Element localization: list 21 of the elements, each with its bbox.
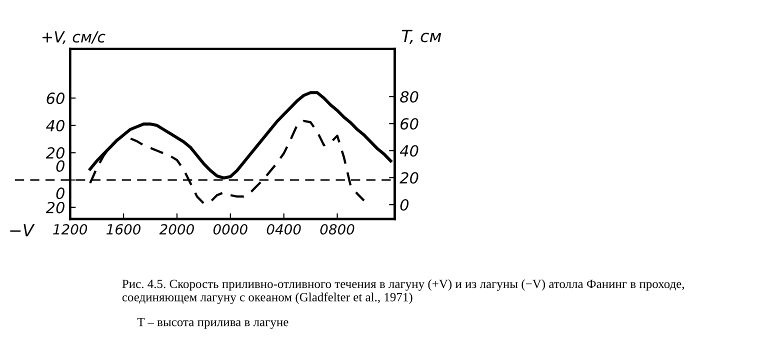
y-tick-label: 0 0 xyxy=(56,160,64,200)
x-tick-label: 1600 xyxy=(106,224,141,235)
y2-tick-label: 20 xyxy=(400,172,418,184)
y-tick-label: 20 xyxy=(46,202,64,214)
y-tick-label: 20 xyxy=(46,147,64,159)
y-tick-label: 40 xyxy=(46,120,64,132)
y2-tick-label: 60 xyxy=(400,118,418,130)
y-tick-label: 60 xyxy=(46,92,64,104)
y2-axis-title: T, см xyxy=(402,30,442,44)
text: −V xyxy=(10,224,35,236)
x-tick-label: 2000 xyxy=(159,224,194,235)
y-axis-title: +V, см/с xyxy=(42,31,106,44)
text: Рис. 4.5. Скорость приливно-отливного течения в лагуну (+V) и из лагуны (−V) атолла Фанинг в проходе, соединяющем лагуну с океаном (Gladfelter et al., 1971) xyxy=(122,279,684,304)
x-tick-label: 0800 xyxy=(320,224,354,235)
x-tick-label: 0000 xyxy=(213,224,248,235)
x-tick-label: 1200 xyxy=(53,224,88,235)
y2-tick-label: 40 xyxy=(400,145,418,157)
x-tick-label: 0400 xyxy=(266,224,301,235)
text: T – высота прилива в лагуне xyxy=(137,318,288,329)
y2-tick-label: 80 xyxy=(400,91,418,103)
y2-tick-label: 0 xyxy=(400,199,409,211)
